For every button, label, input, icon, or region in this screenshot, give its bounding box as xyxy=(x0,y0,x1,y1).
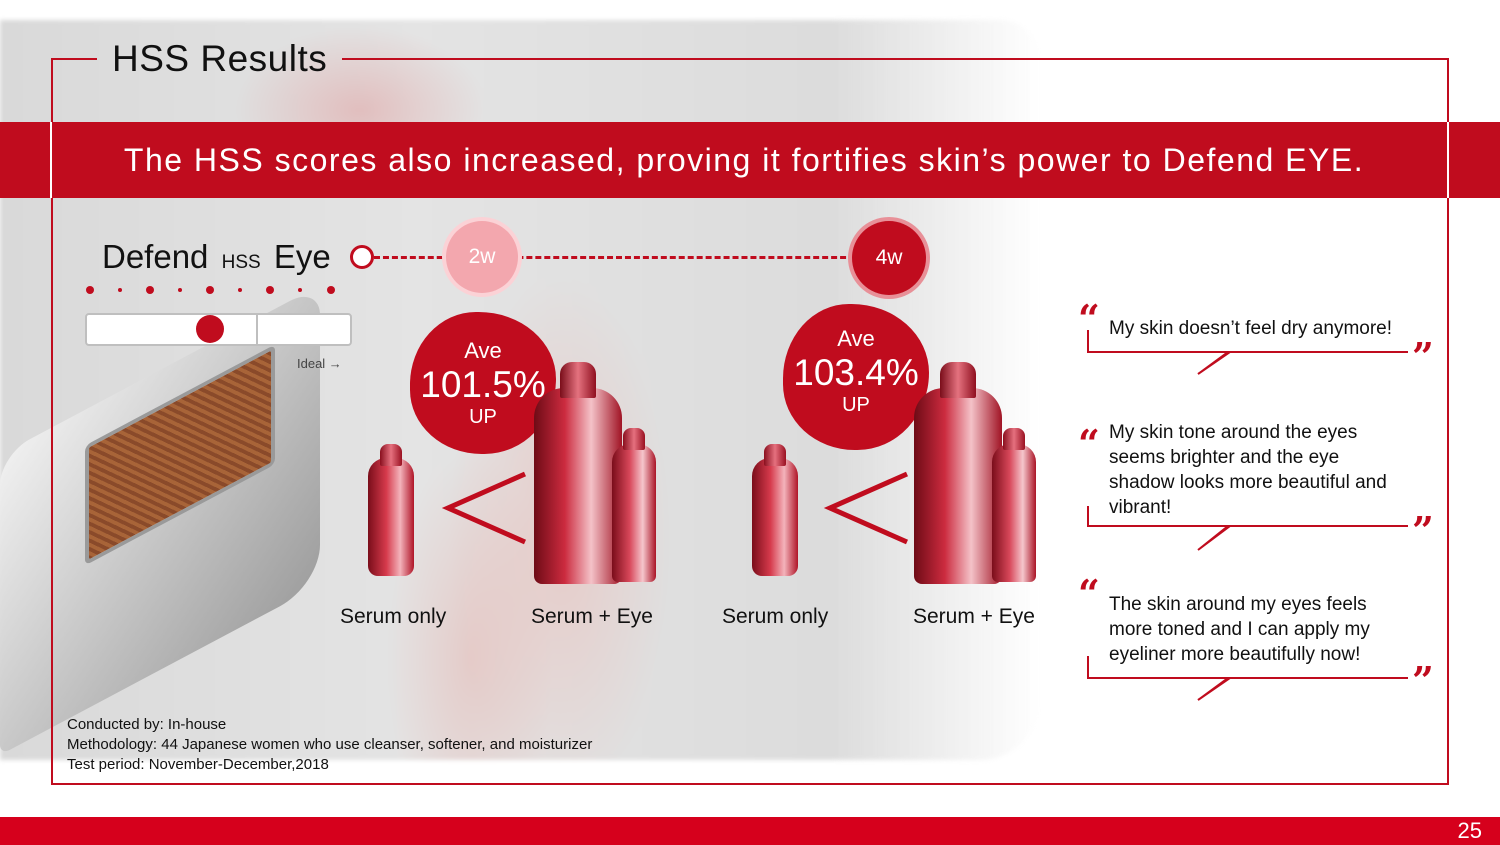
less-than-icon xyxy=(823,471,909,545)
product-label-serum-only: Serum only xyxy=(722,605,829,628)
gauge-dot-row xyxy=(86,286,336,296)
less-than-icon xyxy=(441,471,527,545)
speech-bubble-outline xyxy=(1087,330,1408,375)
headline-banner: The HSS scores also increased, proving i… xyxy=(0,122,1500,198)
result-badge-2w: Ave 101.5% UP xyxy=(410,312,556,454)
serum-bottle-image xyxy=(752,444,798,576)
timeline-dashed-line xyxy=(374,256,864,259)
close-quote-icon: ” xyxy=(1412,334,1434,379)
gauge-divider xyxy=(256,315,258,344)
serum-large-bottle-image xyxy=(914,362,1002,584)
eye-word: Eye xyxy=(273,238,331,275)
banner-left-tick xyxy=(50,122,52,198)
section-title: HSS Results xyxy=(112,38,328,79)
methodology: Methodology: 44 Japanese women who use c… xyxy=(67,736,593,753)
speech-bubble-outline xyxy=(1087,656,1408,701)
product-label-serum-only: Serum only xyxy=(340,605,447,628)
result-ave-label: Ave xyxy=(464,338,502,363)
banner-right-tick xyxy=(1447,122,1449,198)
result-ave-label: Ave xyxy=(837,326,875,351)
frame-top-right-line xyxy=(342,58,1449,60)
result-badge-4w: Ave 103.4% UP xyxy=(783,304,929,450)
timeline-start-dot xyxy=(350,245,374,269)
close-quote-icon: ” xyxy=(1412,658,1434,703)
result-up-label: UP xyxy=(842,394,870,416)
testimonial-1: My skin doesn’t feel dry anymore! xyxy=(1109,318,1393,339)
methodology-note: Conducted by: In-house Methodology: 44 J… xyxy=(67,715,592,775)
serum-large-bottle-image xyxy=(534,362,622,584)
week-2w-badge: 2w xyxy=(446,221,518,293)
hss-word: HSS xyxy=(221,252,261,273)
defend-word: Defend xyxy=(102,238,209,275)
result-up-label: UP xyxy=(469,406,497,428)
result-percent: 103.4% xyxy=(793,352,919,393)
open-quote-icon: “ xyxy=(1078,421,1100,466)
eye-concentrate-bottle-image xyxy=(612,428,656,582)
ideal-label: Ideal → xyxy=(297,356,342,371)
speech-bubble-outline xyxy=(1087,506,1408,551)
product-label-serum-eye: Serum + Eye xyxy=(531,605,653,628)
testimonial-3: The skin around my eyes feels more toned… xyxy=(1109,594,1370,665)
result-percent: 101.5% xyxy=(420,364,546,405)
close-quote-icon: ” xyxy=(1412,508,1434,553)
serum-bottle-image xyxy=(368,444,414,576)
defend-hss-eye-title: Defend HSS Eye xyxy=(102,238,331,276)
test-period: Test period: November-December,2018 xyxy=(67,756,329,773)
content-frame xyxy=(51,58,1449,785)
footer-bar xyxy=(0,817,1500,845)
page-number: 25 xyxy=(1457,818,1482,843)
open-quote-icon: “ xyxy=(1078,296,1100,341)
headline-text: The HSS scores also increased, proving i… xyxy=(123,141,1365,178)
eye-concentrate-bottle-image xyxy=(992,428,1036,582)
conducted-by: Conducted by: In-house xyxy=(67,716,227,733)
open-quote-icon: “ xyxy=(1078,571,1100,616)
testimonial-2: My skin tone around the eyes seems brigh… xyxy=(1109,422,1387,518)
week-4w-badge: 4w xyxy=(852,221,926,295)
gauge-marker xyxy=(196,315,225,343)
frame-top-left-line xyxy=(51,58,97,60)
product-label-serum-eye: Serum + Eye xyxy=(913,605,1035,628)
